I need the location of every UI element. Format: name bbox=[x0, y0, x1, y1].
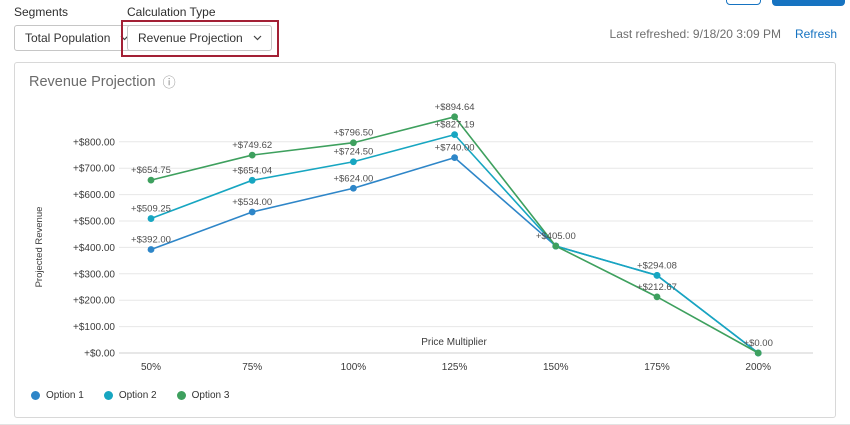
line-chart: Price Multiplier Projected Revenue +$0.0… bbox=[34, 102, 813, 373]
segments-label: Segments bbox=[14, 5, 69, 19]
y-tick-label: +$400.00 bbox=[73, 243, 115, 254]
y-axis-title: Projected Revenue bbox=[34, 207, 45, 288]
data-point[interactable] bbox=[653, 293, 661, 301]
data-label: +$740.00 bbox=[435, 143, 475, 154]
last-refreshed-text: Last refreshed: 9/18/20 3:09 PM bbox=[609, 27, 781, 41]
legend-item-option-1[interactable]: Option 1 bbox=[31, 390, 84, 401]
y-tick-label: +$500.00 bbox=[73, 217, 115, 228]
data-point[interactable] bbox=[147, 215, 155, 222]
refresh-link[interactable]: Refresh bbox=[794, 27, 837, 41]
data-label: +$212.67 bbox=[637, 282, 677, 293]
calculation-type-label: Calculation Type bbox=[127, 5, 216, 19]
y-tick-label: +$600.00 bbox=[73, 190, 115, 201]
chevron-down-icon bbox=[253, 35, 262, 41]
legend-item-option-3[interactable]: Option 3 bbox=[176, 390, 230, 401]
chart-legend: Option 1 Option 2 Option 3 bbox=[31, 390, 229, 401]
x-tick-label: 200% bbox=[745, 362, 771, 373]
y-tick-label: +$0.00 bbox=[84, 349, 115, 360]
data-label: +$624.00 bbox=[333, 173, 373, 184]
data-label: +$294.08 bbox=[637, 260, 677, 271]
partial-outline-button[interactable] bbox=[726, 0, 761, 5]
y-tick-label: +$300.00 bbox=[73, 269, 115, 280]
data-label: +$654.75 bbox=[131, 165, 171, 176]
segments-control: Segments Total Population bbox=[14, 5, 140, 51]
x-tick-label: 100% bbox=[341, 362, 367, 373]
data-point[interactable] bbox=[451, 113, 458, 121]
data-label: +$392.00 bbox=[131, 235, 171, 246]
series-line bbox=[150, 156, 759, 354]
data-label: +$534.00 bbox=[232, 197, 272, 208]
data-point[interactable] bbox=[248, 176, 256, 184]
y-tick-label: +$800.00 bbox=[73, 137, 115, 148]
data-point[interactable] bbox=[754, 349, 762, 357]
calculation-type-value: Revenue Projection bbox=[138, 31, 243, 45]
x-tick-label: 125% bbox=[442, 362, 468, 373]
info-icon[interactable]: ⓘ bbox=[162, 74, 176, 90]
x-tick-label: 150% bbox=[543, 362, 569, 373]
chart-card: Revenue Projection ⓘ Price Multiplier Pr… bbox=[14, 62, 836, 418]
data-point[interactable] bbox=[350, 184, 357, 192]
y-tick-label: +$100.00 bbox=[73, 322, 115, 333]
data-point[interactable] bbox=[147, 176, 155, 184]
partial-primary-button[interactable] bbox=[772, 0, 845, 6]
data-point[interactable] bbox=[451, 154, 458, 162]
data-label: +$724.50 bbox=[333, 147, 373, 158]
data-label: +$509.25 bbox=[131, 204, 171, 215]
y-tick-label: +$700.00 bbox=[73, 164, 115, 175]
legend-item-option-2[interactable]: Option 2 bbox=[103, 390, 157, 401]
segments-value: Total Population bbox=[25, 31, 111, 45]
legend-label: Option 3 bbox=[191, 390, 230, 401]
legend-dot-icon bbox=[176, 391, 186, 400]
data-label: +$405.00 bbox=[536, 231, 576, 242]
data-label: +$796.50 bbox=[333, 128, 373, 139]
data-point[interactable] bbox=[451, 131, 458, 139]
legend-label: Option 1 bbox=[46, 390, 84, 401]
data-point[interactable] bbox=[147, 246, 155, 253]
legend-label: Option 2 bbox=[118, 390, 157, 401]
legend-dot-icon bbox=[31, 391, 40, 400]
data-point[interactable] bbox=[248, 208, 256, 216]
calculation-type-control: Calculation Type Revenue Projection bbox=[121, 5, 279, 57]
data-point[interactable] bbox=[350, 139, 357, 147]
data-label: +$749.62 bbox=[232, 140, 272, 151]
chart-title: Revenue Projection bbox=[29, 74, 156, 90]
x-tick-label: 75% bbox=[242, 362, 262, 373]
data-label: +$894.64 bbox=[435, 102, 475, 113]
x-tick-label: 50% bbox=[141, 362, 161, 373]
legend-dot-icon bbox=[103, 391, 113, 400]
data-label: +$0.00 bbox=[744, 338, 773, 349]
x-tick-label: 175% bbox=[644, 362, 670, 373]
calculation-type-dropdown[interactable]: Revenue Projection bbox=[127, 25, 272, 51]
x-axis-title: Price Multiplier bbox=[421, 337, 487, 348]
data-point[interactable] bbox=[653, 271, 661, 279]
data-point[interactable] bbox=[350, 158, 357, 166]
card-title-row: Revenue Projection ⓘ bbox=[29, 74, 176, 90]
data-point[interactable] bbox=[552, 242, 560, 250]
refresh-area: Last refreshed: 9/18/20 3:09 PM Refresh bbox=[610, 27, 837, 41]
segments-dropdown[interactable]: Total Population bbox=[14, 25, 140, 51]
data-point[interactable] bbox=[248, 151, 256, 159]
y-tick-label: +$200.00 bbox=[73, 296, 115, 307]
data-label: +$827.19 bbox=[435, 120, 475, 131]
data-label: +$654.04 bbox=[232, 165, 272, 176]
